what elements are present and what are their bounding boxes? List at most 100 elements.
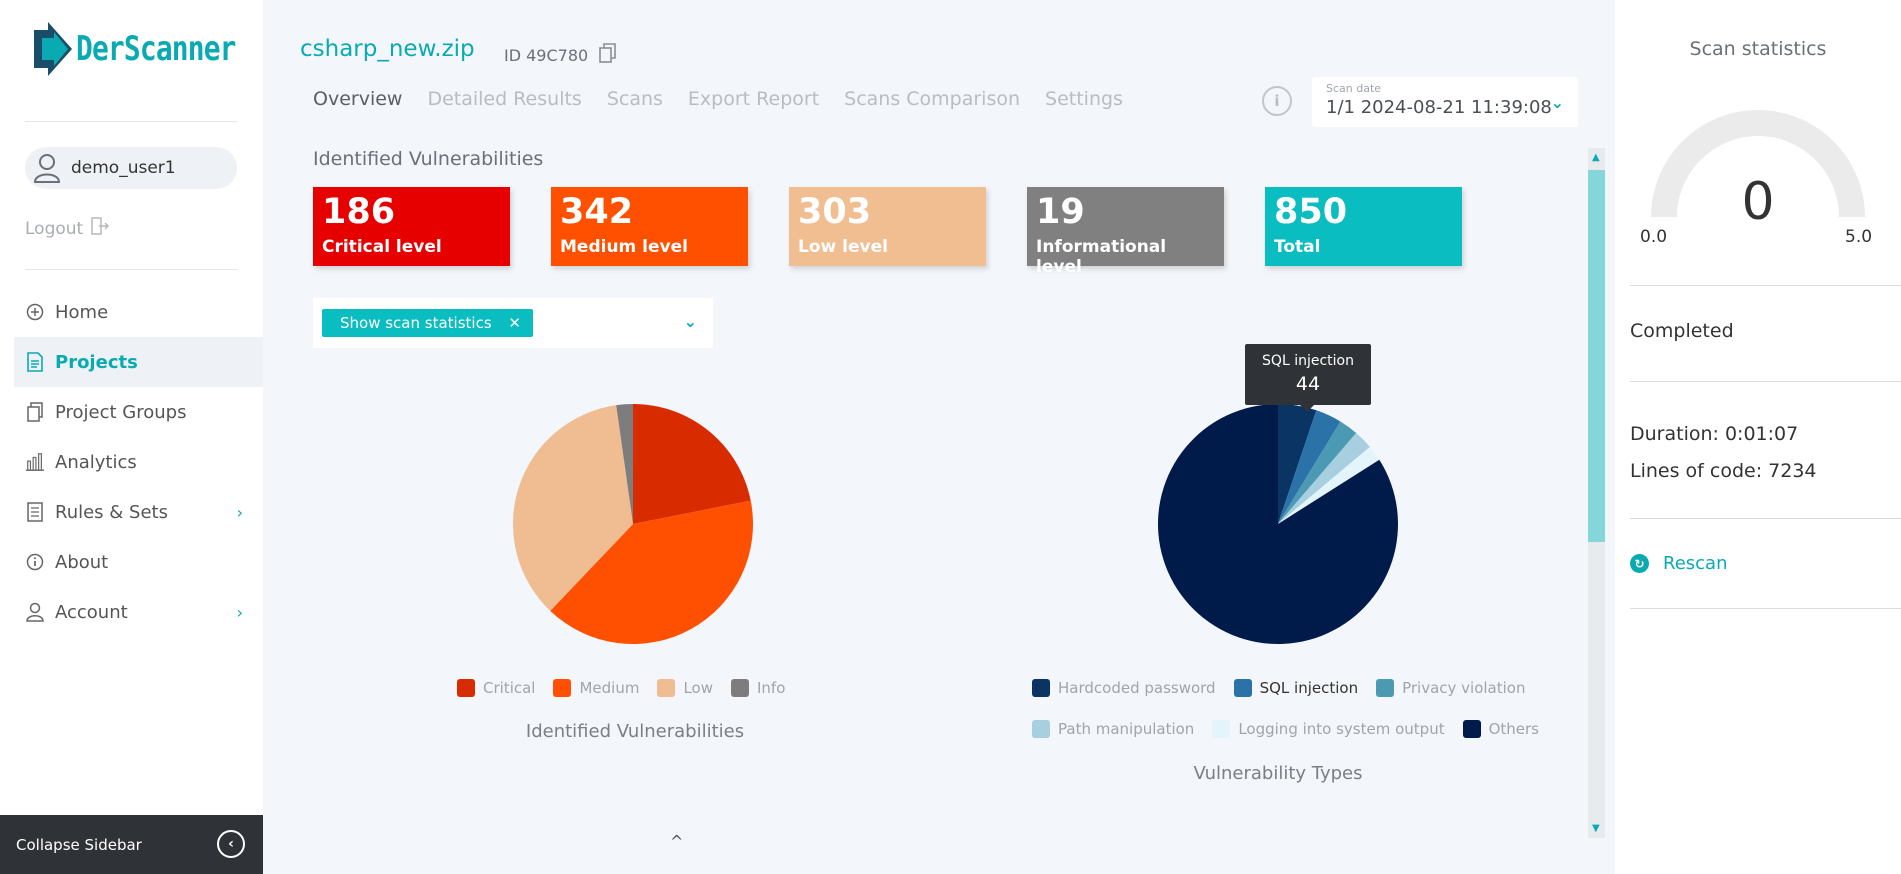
sidebar-item-analytics[interactable]: Analytics bbox=[14, 437, 263, 487]
sidebar-item-projects[interactable]: Projects bbox=[14, 337, 263, 387]
legend-item-critical[interactable]: Critical bbox=[457, 667, 535, 708]
scan-date-value: 1/1 2024-08-21 11:39:08 bbox=[1326, 97, 1552, 118]
divider bbox=[25, 269, 237, 270]
rescan-label: Rescan bbox=[1663, 553, 1728, 574]
low-count-card: 303 Low level bbox=[789, 187, 986, 266]
scan-date-label: Scan date bbox=[1326, 82, 1382, 95]
tab-scans[interactable]: Scans bbox=[606, 88, 663, 110]
chevron-right-icon: › bbox=[236, 602, 243, 622]
sidebar: DerScanner demo_user1 Logout Home Projec… bbox=[0, 0, 263, 874]
legend-item-sql-injection[interactable]: SQL injection bbox=[1233, 667, 1358, 708]
scrollbar-thumb[interactable] bbox=[1588, 170, 1605, 542]
sidebar-item-rules-sets[interactable]: Rules & Sets › bbox=[14, 487, 263, 537]
gauge-value: 0 bbox=[1741, 172, 1775, 232]
logo-text: DerScanner bbox=[76, 29, 236, 69]
pie-slice-hardcoded-password[interactable] bbox=[1278, 404, 1317, 524]
legend-swatch bbox=[1032, 678, 1050, 697]
scroll-down-icon[interactable]: ▼ bbox=[1592, 823, 1600, 834]
legend-swatch bbox=[1233, 678, 1252, 697]
tab-settings[interactable]: Settings bbox=[1045, 88, 1123, 110]
pie-slice-others[interactable] bbox=[1158, 404, 1398, 644]
plus-circle-icon bbox=[25, 302, 45, 322]
legend-item-hardcoded-password[interactable]: Hardcoded password bbox=[1032, 667, 1216, 708]
legend-item-medium[interactable]: Medium bbox=[553, 667, 639, 708]
legend-label: Privacy violation bbox=[1402, 678, 1526, 697]
legend-label: Path manipulation bbox=[1058, 719, 1195, 738]
legend-swatch bbox=[457, 678, 475, 697]
sidebar-item-about[interactable]: About bbox=[14, 537, 263, 587]
panel-title: Scan statistics bbox=[1689, 38, 1827, 60]
scroll-up-icon[interactable]: ▲ bbox=[1592, 152, 1600, 163]
divider bbox=[1630, 608, 1901, 609]
pie-slice-sql-injection[interactable] bbox=[1278, 410, 1341, 524]
card-value: 303 bbox=[798, 192, 872, 232]
card-label: Informational level bbox=[1036, 237, 1167, 277]
card-label: Total bbox=[1274, 237, 1321, 257]
score-gauge bbox=[1651, 110, 1865, 218]
document-icon bbox=[25, 352, 45, 372]
legend-item-info[interactable]: Info bbox=[731, 667, 785, 708]
tooltip-value: 44 bbox=[1295, 373, 1321, 395]
pie-slice-low[interactable] bbox=[513, 405, 633, 611]
chevron-left-icon[interactable]: ‹ bbox=[217, 830, 245, 858]
legend-item-low[interactable]: Low bbox=[657, 667, 713, 708]
section-title: Identified Vulnerabilities bbox=[313, 148, 544, 170]
sidebar-item-project-groups[interactable]: Project Groups bbox=[14, 387, 263, 437]
rescan-button[interactable]: ↻ Rescan bbox=[1630, 553, 1728, 574]
card-value: 186 bbox=[322, 192, 396, 232]
severity-legend: Critical Medium Low Info bbox=[457, 667, 837, 708]
tab-bar: Overview Detailed Results Scans Export R… bbox=[313, 88, 1148, 110]
scrollbar[interactable]: ▲ ▼ bbox=[1588, 148, 1605, 838]
pie-slice-medium[interactable] bbox=[550, 500, 753, 644]
close-icon[interactable]: ✕ bbox=[508, 314, 521, 332]
info-icon[interactable]: i bbox=[1262, 86, 1292, 116]
user-badge[interactable]: demo_user1 bbox=[25, 147, 237, 189]
sidebar-item-home[interactable]: Home bbox=[14, 287, 263, 337]
lines-of-code: Lines of code: 7234 bbox=[1630, 460, 1817, 482]
card-label: Medium level bbox=[560, 237, 688, 257]
chart-filter-select[interactable]: Show scan statistics ✕ ⌄ bbox=[313, 298, 713, 348]
filter-chip[interactable]: Show scan statistics ✕ bbox=[322, 309, 533, 337]
chevron-down-icon[interactable]: ⌄ bbox=[683, 312, 697, 331]
pie-slice-critical[interactable] bbox=[633, 404, 751, 524]
tab-detailed-results[interactable]: Detailed Results bbox=[427, 88, 582, 110]
legend-label: Critical bbox=[483, 678, 536, 697]
legend-item-path-manipulation[interactable]: Path manipulation bbox=[1032, 708, 1194, 749]
copy-icon bbox=[25, 402, 45, 422]
legend-item-privacy-violation[interactable]: Privacy violation bbox=[1376, 667, 1526, 708]
logout-button[interactable]: Logout bbox=[25, 217, 110, 240]
info-icon bbox=[25, 552, 45, 572]
card-label: Critical level bbox=[322, 237, 442, 257]
project-id-text: ID 49C780 bbox=[504, 45, 589, 65]
tab-scans-comparison[interactable]: Scans Comparison bbox=[844, 88, 1021, 110]
logo[interactable]: DerScanner bbox=[34, 22, 271, 76]
sidebar-item-label: Home bbox=[55, 301, 109, 323]
legend-item-logging-into-system-output[interactable]: Logging into system output bbox=[1212, 708, 1445, 749]
tab-overview[interactable]: Overview bbox=[313, 88, 403, 110]
copy-icon[interactable] bbox=[598, 42, 618, 68]
gauge-min: 0.0 bbox=[1640, 227, 1668, 247]
scan-date-select[interactable]: Scan date 1/1 2024-08-21 11:39:08 ⌄ bbox=[1312, 77, 1578, 127]
legend-label: Logging into system output bbox=[1238, 719, 1445, 738]
divider bbox=[1630, 285, 1901, 286]
pie-slice-privacy-violation[interactable] bbox=[1278, 421, 1357, 524]
sidebar-item-label: Rules & Sets bbox=[55, 501, 168, 523]
card-value: 19 bbox=[1036, 192, 1085, 232]
pie-slice-info[interactable] bbox=[616, 404, 633, 524]
legend-swatch bbox=[657, 678, 676, 697]
pie-slice-path-manipulation[interactable] bbox=[1278, 432, 1370, 524]
scan-duration: Duration: 0:01:07 bbox=[1630, 423, 1799, 445]
legend-label: Hardcoded password bbox=[1058, 678, 1216, 697]
pie-slice-logging-into-system-output[interactable] bbox=[1278, 446, 1380, 524]
sidebar-item-label: Analytics bbox=[55, 451, 137, 473]
tab-export-report[interactable]: Export Report bbox=[687, 88, 820, 110]
sidebar-item-account[interactable]: Account › bbox=[14, 587, 263, 637]
collapse-sidebar-button[interactable]: Collapse Sidebar ‹ bbox=[0, 815, 263, 874]
severity-pie-chart bbox=[513, 404, 753, 644]
main-content: csharp_new.zip ID 49C780 Overview Detail… bbox=[263, 0, 1615, 874]
legend-item-others[interactable]: Others bbox=[1462, 708, 1539, 749]
sidebar-item-label: Projects bbox=[55, 351, 138, 373]
critical-count-card: 186 Critical level bbox=[313, 187, 510, 266]
sidebar-item-label: Account bbox=[55, 601, 128, 623]
scroll-top-icon[interactable]: ^ bbox=[670, 832, 684, 851]
